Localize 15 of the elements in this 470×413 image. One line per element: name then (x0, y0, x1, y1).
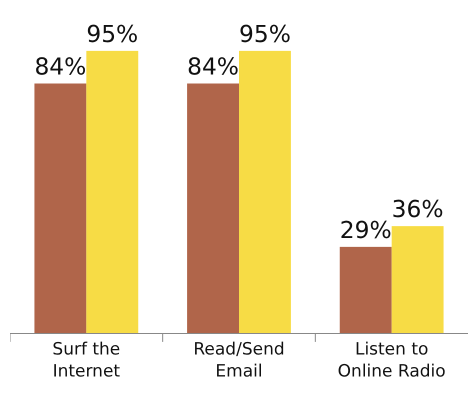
data-label: 84% (187, 52, 239, 81)
data-label: 95% (239, 20, 291, 48)
bar (187, 84, 239, 333)
x-tick-label: Read/Send Email (193, 339, 285, 382)
bar (340, 246, 392, 333)
bar (239, 50, 291, 333)
data-label: 36% (392, 195, 444, 224)
bar (392, 226, 444, 333)
data-label: 29% (340, 216, 392, 244)
bar (86, 50, 138, 333)
x-tick-label: Listen to Online Radio (338, 339, 446, 382)
data-label: 95% (86, 20, 138, 48)
bar (34, 84, 86, 333)
data-label: 84% (34, 52, 86, 81)
x-tick-label: Surf the Internet (52, 339, 120, 382)
